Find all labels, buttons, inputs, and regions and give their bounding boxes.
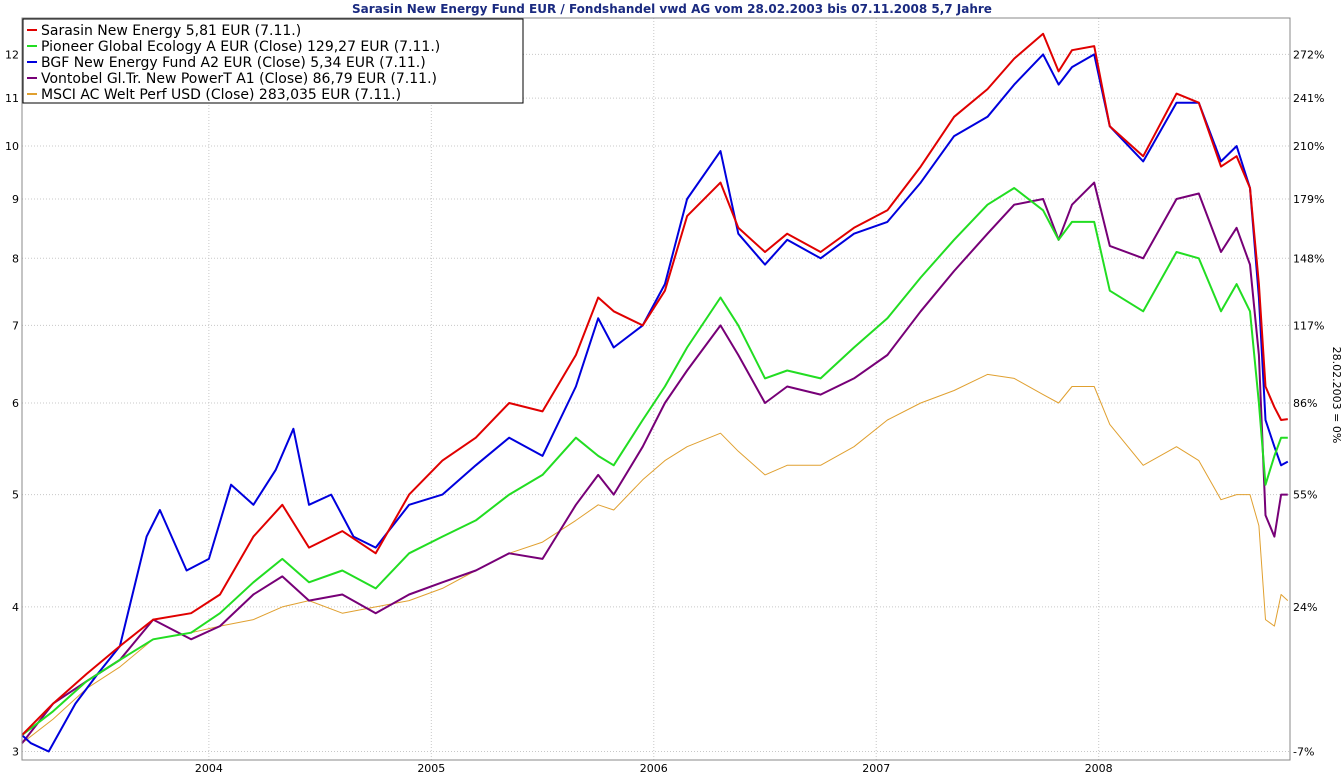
axis-ticks: 3 -7% 4 24% 5 55% 6 86% 7 117% 8 148% 9 179% 10 210% 11 2…	[5, 48, 1324, 775]
y-tick-label-left: 11	[5, 92, 19, 105]
x-tick-label: 2007	[862, 762, 890, 775]
series-line-4	[21, 181, 1288, 744]
y-tick-label-left: 4	[12, 601, 19, 614]
y-tick-label-left: 5	[12, 489, 19, 502]
y-tick-label-right: -7%	[1293, 746, 1314, 759]
y-tick-label-left: 7	[12, 319, 19, 332]
y-tick-label-right: 148%	[1293, 252, 1324, 265]
x-tick-label: 2006	[640, 762, 668, 775]
y-tick-label-left: 9	[12, 193, 19, 206]
legend-label: MSCI AC Welt Perf USD (Close) 283,035 EU…	[41, 87, 401, 103]
series-line-5	[21, 373, 1289, 744]
series-line-2	[21, 187, 1288, 736]
y-tick-label-left: 8	[12, 252, 19, 265]
y-tick-label-right: 55%	[1293, 489, 1317, 502]
right-axis-note: 28.02.2003 = 0%	[1330, 347, 1343, 444]
x-tick-label: 2005	[417, 762, 445, 775]
x-tick-label: 2004	[195, 762, 223, 775]
y-tick-label-left: 6	[12, 397, 19, 410]
y-tick-label-right: 241%	[1293, 92, 1324, 105]
legend-label: Vontobel Gl.Tr. New PowerT A1 (Close) 86…	[41, 71, 437, 87]
y-tick-label-left: 12	[5, 48, 19, 61]
series-line-3	[21, 53, 1289, 753]
legend-box	[22, 18, 524, 104]
y-tick-label-left: 10	[5, 140, 19, 153]
y-tick-label-right: 210%	[1293, 140, 1324, 153]
chart-title: Sarasin New Energy Fund EUR / Fondshande…	[352, 2, 992, 16]
y-tick-label-right: 179%	[1293, 193, 1324, 206]
plot-frame	[21, 17, 1291, 761]
series-layer	[21, 32, 1289, 753]
y-tick-label-right: 272%	[1293, 48, 1324, 61]
y-tick-label-right: 117%	[1293, 319, 1324, 332]
y-tick-label-right: 86%	[1293, 397, 1317, 410]
legend-label: BGF New Energy Fund A2 EUR (Close) 5,34 …	[41, 55, 426, 71]
plot-area	[22, 18, 1290, 760]
y-tick-label-right: 24%	[1293, 601, 1317, 614]
legend: Sarasin New Energy 5,81 EUR (7.11.)Pione…	[22, 18, 524, 104]
legend-label: Sarasin New Energy 5,81 EUR (7.11.)	[41, 23, 301, 39]
series-line-1	[21, 32, 1288, 736]
y-tick-label-left: 3	[12, 746, 19, 759]
x-tick-label: 2008	[1085, 762, 1113, 775]
legend-label: Pioneer Global Ecology A EUR (Close) 129…	[41, 39, 440, 55]
